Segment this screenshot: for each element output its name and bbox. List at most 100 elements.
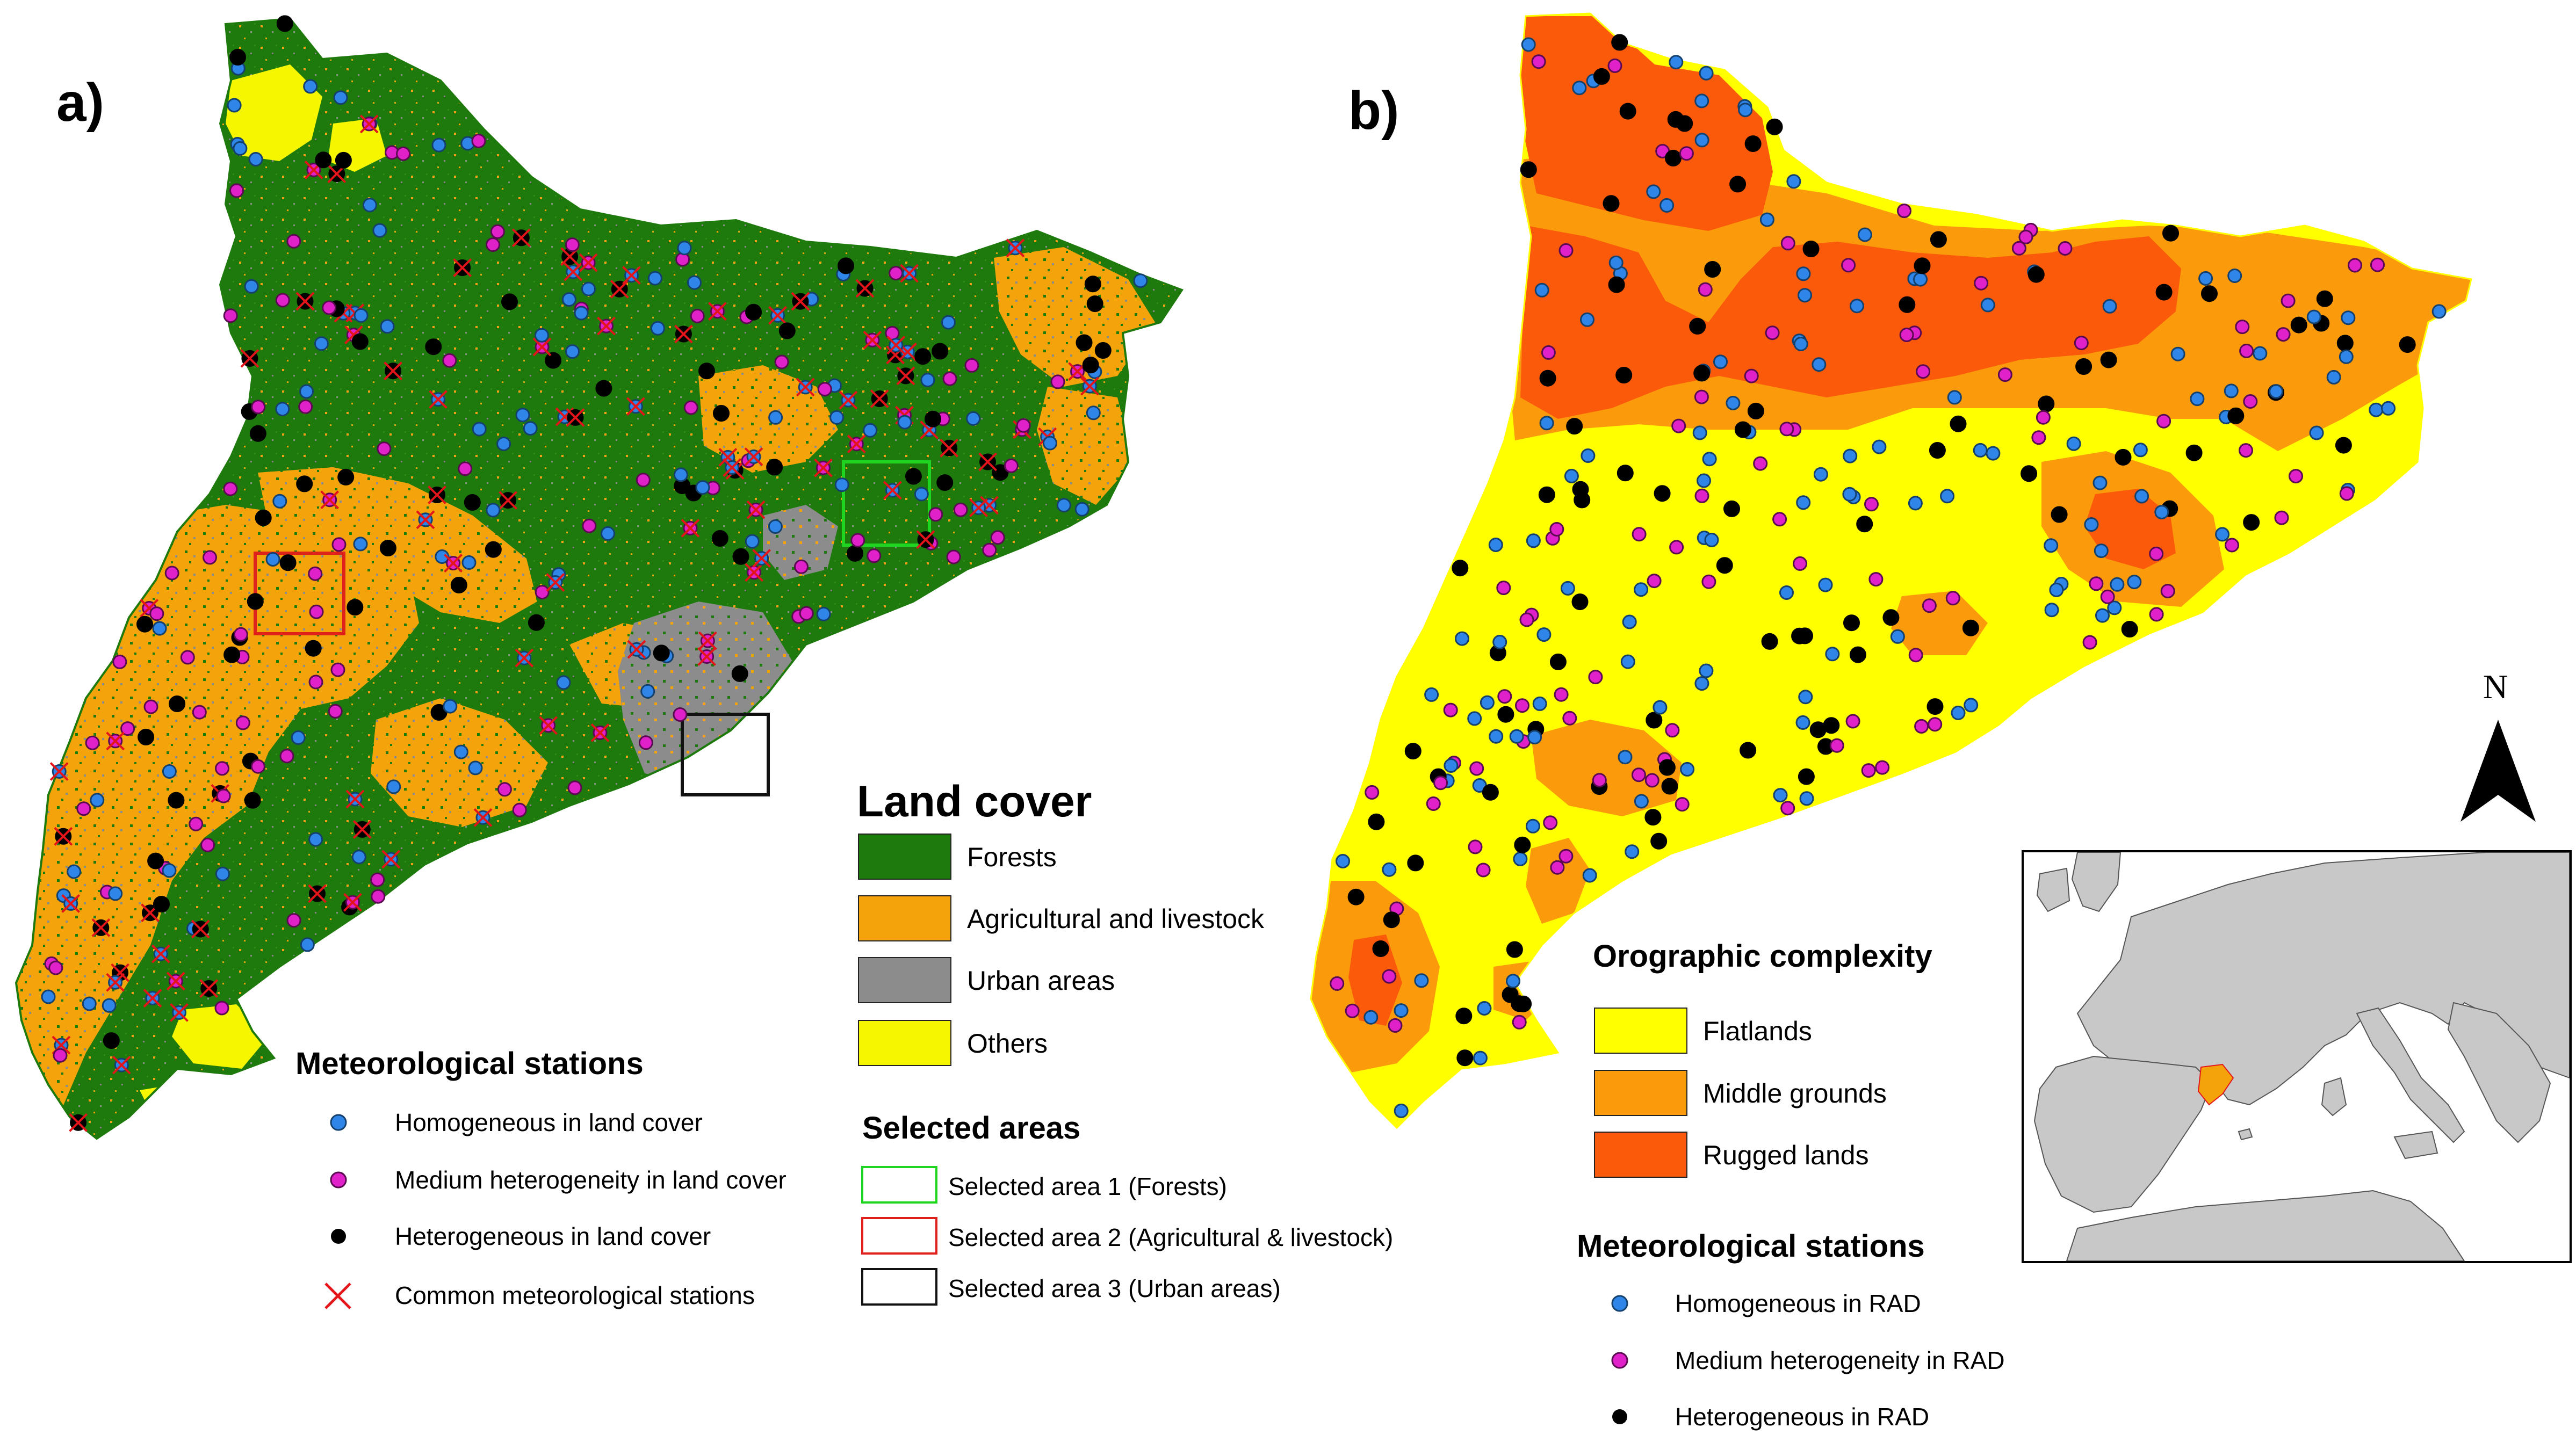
- rad-station-blk: [1761, 633, 1778, 650]
- land-cover-station-blue: [308, 832, 323, 847]
- land-cover-station-blk: [653, 644, 670, 662]
- land-cover-station-blue: [966, 411, 981, 426]
- land-cover-station-mag: [442, 353, 457, 368]
- rad-station-blk: [2155, 284, 2173, 301]
- rad-station-blue: [1692, 425, 1707, 440]
- magenta-dot-icon: [330, 1171, 347, 1189]
- land-cover-station-blue: [453, 744, 468, 759]
- land-cover-station-blk: [315, 151, 332, 169]
- common-station-cross: [345, 789, 365, 809]
- land-cover-station-mag: [794, 559, 809, 574]
- rad-station-blk: [1929, 442, 1946, 459]
- land-cover-station-blk: [276, 15, 293, 32]
- land-cover-station-blue: [640, 684, 655, 699]
- common-station-cross: [744, 447, 763, 466]
- rugged-lands-area: [1515, 16, 1773, 231]
- rad-station-blk: [1654, 485, 1671, 502]
- rad-station-blk: [1796, 627, 1813, 644]
- common-station-cross: [855, 279, 875, 298]
- land-cover-station-blue: [914, 487, 929, 502]
- land-cover-legend-title: Land cover: [857, 777, 1092, 826]
- rad-station-blue: [1473, 1050, 1488, 1066]
- land-cover-station-blk: [925, 410, 941, 427]
- land-cover-station-blk: [147, 852, 164, 869]
- common-station-cross: [511, 228, 531, 248]
- rad-station-blue: [2224, 383, 2239, 398]
- common-station-cross: [698, 631, 717, 650]
- rad-station-blue: [1382, 862, 1397, 877]
- rad-station-blue: [1818, 577, 1833, 592]
- common-station-cross: [896, 366, 915, 386]
- rad-station-blue: [1363, 1010, 1379, 1025]
- rad-station-blk: [1646, 712, 1663, 729]
- common-station-cross: [320, 490, 340, 510]
- rad-station-mag: [1426, 796, 1441, 811]
- rad-station-mag: [1744, 368, 1759, 383]
- land-cover-station-mag: [275, 293, 290, 308]
- land-cover-station-mag: [396, 146, 411, 161]
- land-cover-station-mag: [850, 533, 865, 548]
- land-cover-station-mag: [889, 266, 904, 281]
- common-station-cross: [708, 302, 727, 321]
- land-cover-station-blue: [152, 621, 167, 636]
- rad-station-blk: [1676, 115, 1693, 132]
- stations-legend-b: Meteorological stations Homogeneous in R…: [1577, 1229, 2005, 1431]
- inset-land-north-africa: [2066, 1190, 2465, 1261]
- rad-station-blue: [1564, 468, 1579, 483]
- land-cover-station-blue: [574, 306, 589, 321]
- rad-station-blue: [1947, 390, 1962, 405]
- legend-label-common-stations: Common meteorological stations: [395, 1281, 755, 1309]
- rad-station-mag: [1382, 969, 1397, 984]
- common-station-cross: [499, 491, 518, 510]
- land-cover-station-blk: [337, 468, 355, 486]
- rad-station-blue: [2127, 575, 2142, 590]
- rad-station-blue: [1813, 467, 1828, 482]
- panel-b-label: b): [1348, 81, 1399, 141]
- common-station-cross: [444, 554, 463, 573]
- rad-station-mag: [2082, 635, 2097, 650]
- rad-station-mag: [2074, 336, 2089, 351]
- rad-station-mag: [1841, 258, 1856, 273]
- legend-swatch-selected-area-3: [861, 1268, 937, 1306]
- rad-station-blue: [2133, 443, 2148, 458]
- land-cover-station-mag: [638, 735, 653, 750]
- land-cover-station-mag: [817, 382, 832, 397]
- rad-station-blk: [2290, 316, 2307, 334]
- rad-station-blk: [1689, 317, 1706, 335]
- common-station-cross: [697, 647, 716, 666]
- rad-station-blue: [1634, 582, 1649, 597]
- rad-station-blk: [1843, 614, 1860, 632]
- rad-station-mag: [1928, 717, 1943, 732]
- rad-station-mag: [1469, 761, 1484, 776]
- rad-station-mag: [2370, 257, 2385, 272]
- rad-station-blk: [1539, 369, 1556, 387]
- rad-station-blue: [1622, 614, 1637, 629]
- rad-station-blue: [1773, 788, 1788, 803]
- land-cover-station-mag: [85, 735, 100, 750]
- rad-station-mag: [1541, 345, 1556, 360]
- land-cover-station-blk: [464, 494, 481, 511]
- rad-station-blue: [1842, 487, 1857, 502]
- rad-station-mag: [1550, 860, 1565, 875]
- land-cover-station-blue: [829, 410, 845, 425]
- rad-station-blue: [2269, 384, 2284, 399]
- north-arrow: N: [2460, 668, 2536, 822]
- common-station-cross: [112, 1055, 131, 1075]
- agricultural-area: [1037, 387, 1134, 505]
- rad-station-mag: [1669, 540, 1684, 555]
- land-cover-station-blk: [1076, 334, 1093, 351]
- land-cover-station-mag: [308, 566, 323, 581]
- rad-station-mag: [1914, 719, 1929, 734]
- stations-legend-a-title: Meteorological stations: [295, 1046, 644, 1081]
- rad-station-blk: [1368, 813, 1385, 830]
- catalonia-outline-b: [1310, 12, 2472, 1129]
- legend-swatch-selected-area-2: [861, 1217, 937, 1255]
- rad-station-blk: [1520, 161, 1537, 178]
- selected-areas-legend-title: Selected areas: [862, 1111, 1080, 1146]
- land-cover-station-blk: [992, 464, 1009, 481]
- common-station-cross: [900, 264, 919, 283]
- land-cover-station-mag: [331, 537, 347, 552]
- rad-station-blk: [1456, 1049, 1474, 1067]
- land-cover-station-blk: [136, 615, 153, 633]
- land-cover-station-blk: [732, 548, 749, 565]
